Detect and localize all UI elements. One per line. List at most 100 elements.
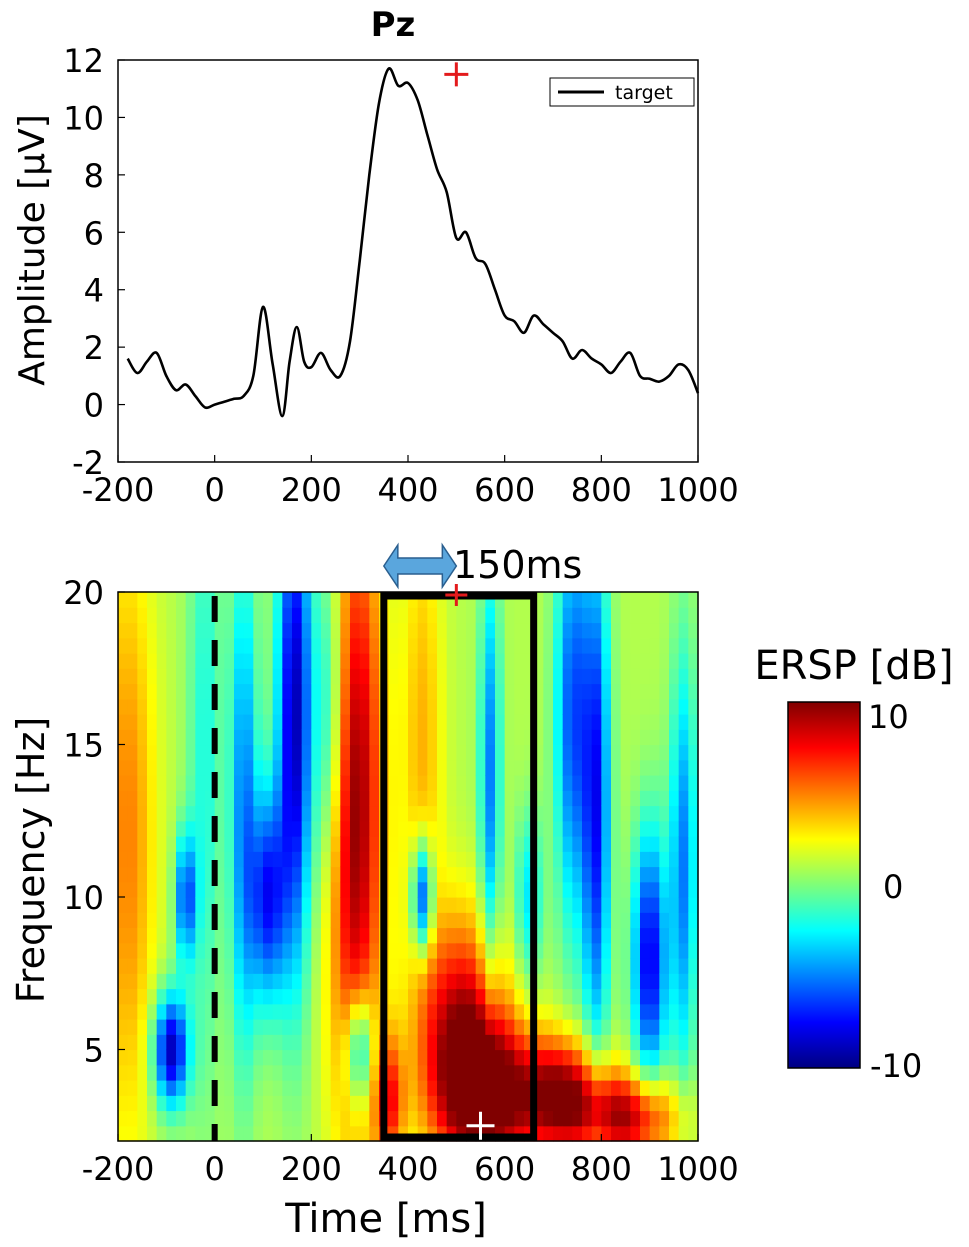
- tf-heatmap-cell: [524, 988, 535, 1005]
- tf-heatmap-cell: [533, 1110, 544, 1127]
- tf-heatmap-cell: [446, 759, 457, 776]
- tf-heatmap-cell: [611, 866, 622, 883]
- tf-heatmap-cells: [118, 592, 699, 1142]
- tf-heatmap-cell: [640, 988, 651, 1005]
- tf-heatmap-cell: [524, 744, 535, 761]
- tf-heatmap-cell: [214, 1034, 225, 1051]
- tf-heatmap-cell: [678, 729, 689, 746]
- tf-heatmap-cell: [388, 958, 399, 974]
- tf-heatmap-cell: [263, 592, 274, 608]
- tf-heatmap-cell: [620, 683, 631, 700]
- tf-heatmap-cell: [611, 1110, 622, 1127]
- tf-heatmap-cell: [330, 714, 341, 730]
- tf-heatmap-cell: [137, 1019, 148, 1035]
- tf-heatmap-cell: [185, 592, 196, 608]
- tf-heatmap-cell: [437, 683, 448, 700]
- tf-heatmap-cell: [495, 1003, 506, 1020]
- tf-heatmap-cell: [504, 607, 515, 624]
- tf-heatmap-cell: [214, 668, 225, 685]
- tf-heatmap-cell: [649, 653, 660, 669]
- tf-heatmap-cell: [127, 942, 138, 959]
- tf-heatmap-cell: [659, 683, 670, 700]
- tf-heatmap-cell: [350, 836, 361, 852]
- tf-heatmap-cell: [388, 973, 399, 990]
- tf-heatmap-cell: [224, 866, 235, 883]
- tf-heatmap-cell: [166, 759, 177, 776]
- tf-heatmap-cell: [475, 836, 486, 852]
- tf-heatmap-cell: [456, 668, 467, 685]
- tf-heatmap-cell: [591, 759, 602, 776]
- tf-heatmap-cell: [485, 820, 496, 837]
- tf-heatmap-cell: [640, 637, 651, 654]
- tf-heatmap-cell: [601, 912, 612, 929]
- tf-heatmap-cell: [127, 592, 138, 608]
- tf-heatmap-cell: [572, 637, 583, 654]
- tf-heatmap-cell: [137, 653, 148, 669]
- tf-heatmap-cell: [543, 653, 554, 669]
- tf-heatmap-cell: [214, 836, 225, 852]
- tf-heatmap-cell: [127, 820, 138, 837]
- tf-heatmap-cell: [427, 714, 438, 730]
- tf-heatmap-cell: [292, 805, 303, 822]
- tf-heatmap-cell: [176, 805, 187, 822]
- tf-heatmap-cell: [504, 714, 515, 730]
- tf-heatmap-cell: [524, 698, 535, 715]
- tf-heatmap-cell: [253, 759, 264, 776]
- tf-heatmap-cell: [292, 958, 303, 974]
- tf-heatmap-cell: [185, 1034, 196, 1051]
- tf-heatmap-cell: [147, 698, 158, 715]
- tf-heatmap-cell: [446, 1049, 457, 1066]
- tf-heatmap-cell: [495, 668, 506, 685]
- tf-heatmap-cell: [601, 729, 612, 746]
- tf-heatmap-cell: [504, 759, 515, 776]
- tf-heatmap-cell: [417, 988, 428, 1005]
- tf-heatmap-cell: [591, 744, 602, 761]
- tf-x-tick-label: 800: [571, 1150, 632, 1188]
- tf-heatmap-cell: [562, 759, 573, 776]
- tf-heatmap-cell: [446, 897, 457, 913]
- tf-heatmap-cell: [475, 668, 486, 685]
- tf-heatmap-cell: [272, 1125, 283, 1142]
- tf-heatmap-cell: [118, 836, 129, 852]
- tf-heatmap-cell: [649, 592, 660, 608]
- tf-heatmap-cell: [359, 607, 370, 624]
- tf-heatmap-cell: [166, 836, 177, 852]
- tf-heatmap-cell: [427, 866, 438, 883]
- tf-heatmap-cell: [176, 1003, 187, 1020]
- tf-heatmap-cell: [350, 775, 361, 791]
- tf-heatmap-cell: [591, 1034, 602, 1051]
- tf-heatmap-cell: [330, 851, 341, 868]
- tf-heatmap-cell: [185, 1125, 196, 1142]
- tf-heatmap-cell: [475, 592, 486, 608]
- tf-heatmap-cell: [466, 1064, 477, 1081]
- tf-heatmap-cell: [311, 1019, 322, 1035]
- tf-heatmap-cell: [350, 927, 361, 944]
- tf-heatmap-cell: [350, 1049, 361, 1066]
- tf-heatmap-cell: [562, 942, 573, 959]
- tf-heatmap-cell: [272, 942, 283, 959]
- tf-heatmap-cell: [398, 881, 409, 898]
- tf-heatmap-cell: [688, 683, 699, 700]
- tf-heatmap-cell: [263, 851, 274, 868]
- tf-heatmap-cell: [582, 744, 593, 761]
- tf-heatmap-cell: [620, 988, 631, 1005]
- tf-heatmap-cell: [292, 744, 303, 761]
- tf-heatmap-cell: [176, 1125, 187, 1142]
- tf-heatmap-cell: [562, 622, 573, 639]
- tf-heatmap-cell: [224, 775, 235, 791]
- tf-heatmap-cell: [301, 805, 312, 822]
- tf-heatmap-cell: [118, 653, 129, 669]
- tf-heatmap-cell: [582, 1064, 593, 1081]
- tf-heatmap-cell: [514, 1019, 525, 1035]
- tf-heatmap-cell: [214, 775, 225, 791]
- tf-heatmap-cell: [553, 912, 564, 929]
- tf-heatmap-cell: [224, 744, 235, 761]
- tf-heatmap-cell: [620, 1080, 631, 1096]
- tf-heatmap-cell: [321, 881, 332, 898]
- tf-heatmap-cell: [166, 790, 177, 807]
- tf-heatmap-cell: [533, 942, 544, 959]
- tf-heatmap-cell: [137, 729, 148, 746]
- tf-heatmap-cell: [311, 836, 322, 852]
- tf-heatmap-cell: [620, 759, 631, 776]
- tf-heatmap-cell: [388, 653, 399, 669]
